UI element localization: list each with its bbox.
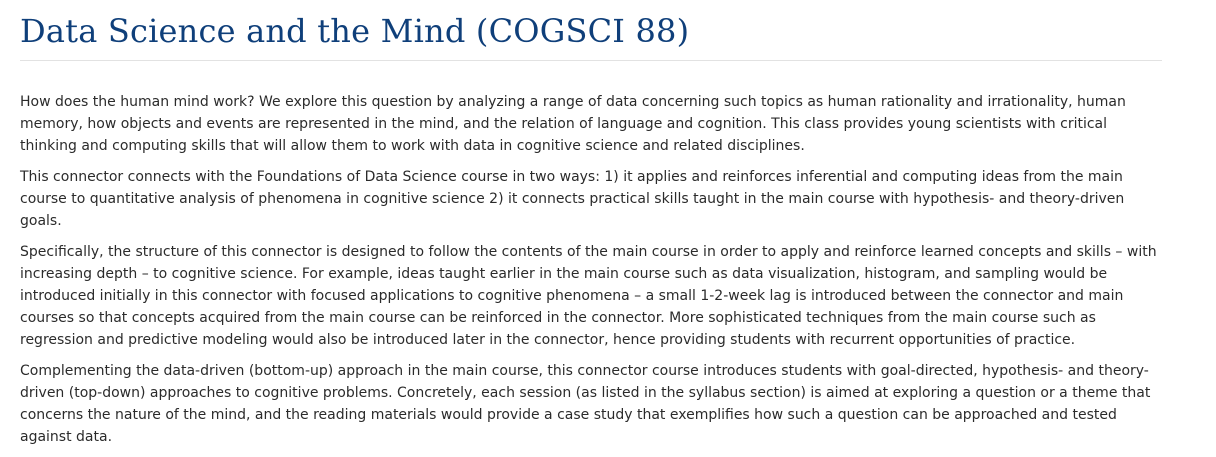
description-paragraph-4: Complementing the data-driven (bottom-up…: [20, 363, 1151, 445]
description-paragraph-3: Specifically, the structure of this conn…: [20, 244, 1157, 348]
description-paragraph-2: This connector connects with the Foundat…: [20, 169, 1125, 229]
description-paragraph-1: How does the human mind work? We explore…: [20, 94, 1126, 154]
course-page: Data Science and the Mind (COGSCI 88) Ho…: [20, 0, 1162, 457]
course-description: How does the human mind work? We explore…: [20, 91, 1162, 448]
page-title: Data Science and the Mind (COGSCI 88): [20, 12, 1162, 61]
